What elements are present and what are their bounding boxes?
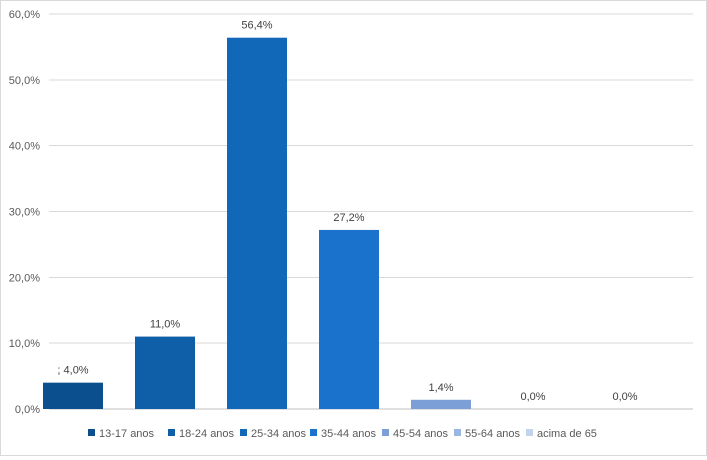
legend-label: 13-17 anos [99,428,155,440]
legend-swatch [310,429,317,436]
bar [411,399,471,409]
legend-label: acima de 65 [537,428,597,440]
y-tick-label: 40,0% [9,141,40,153]
y-tick-label: 50,0% [9,75,40,87]
data-label: 27,2% [333,212,364,224]
legend-swatch [168,429,175,436]
bar [227,37,287,409]
legend-swatch [526,429,533,436]
legend-label: 25-34 anos [251,428,307,440]
bar [319,229,379,409]
data-label: 11,0% [150,319,181,331]
y-tick-label: 30,0% [9,207,40,219]
legend-swatch [382,429,389,436]
legend-swatch [240,429,247,436]
legend-label: 45-54 anos [393,428,449,440]
data-label: ; 4,0% [57,365,88,377]
data-label: 56,4% [241,20,272,32]
legend-label: 55-64 anos [465,428,521,440]
y-tick-label: 20,0% [9,272,40,284]
y-tick-label: 60,0% [9,9,40,21]
y-tick-label: 10,0% [9,338,40,350]
data-label: 1,4% [428,382,453,394]
data-label: 0,0% [612,391,637,403]
bar [135,336,195,409]
data-label: 0,0% [520,391,545,403]
legend-label: 18-24 anos [179,428,235,440]
legend-swatch [454,429,461,436]
legend-swatch [88,429,95,436]
legend-label: 35-44 anos [321,428,377,440]
y-tick-label: 0,0% [15,404,40,416]
bar [43,382,103,409]
